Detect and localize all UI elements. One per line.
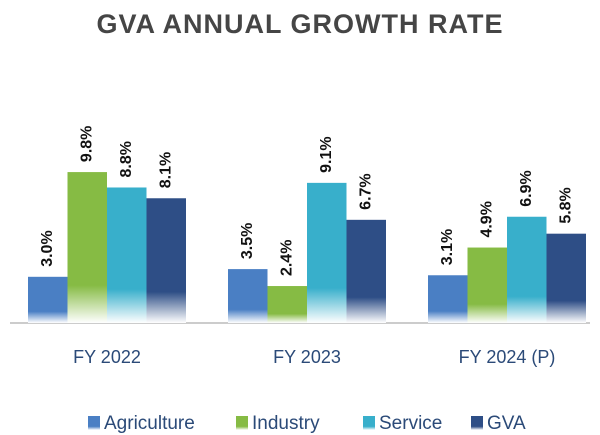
legend-label: Service [379,413,442,434]
legend-swatch [363,416,375,430]
value-label: 2.4% [278,240,295,276]
bar [467,247,507,323]
value-label: 3.0% [39,230,56,266]
x-tick-label: FY 2024 (P) [459,347,556,367]
x-tick-label: FY 2022 [73,347,141,367]
bar [228,269,268,323]
bar [146,198,186,323]
value-label: 8.8% [118,141,135,177]
value-label: 4.9% [478,201,495,237]
legend-swatch [88,416,100,430]
bar [307,182,347,323]
legend-swatch [236,416,248,430]
x-tick-label: FY 2023 [273,347,341,367]
chart-title: GVA ANNUAL GROWTH RATE [97,9,504,39]
bar [28,276,68,323]
value-label: 9.1% [318,136,335,172]
value-label: 5.8% [557,187,574,223]
value-label: 3.5% [239,223,256,259]
bar [428,275,468,323]
bar [67,172,107,323]
bar [107,187,147,323]
legend-label: Industry [252,413,320,434]
legend-label: GVA [487,413,526,434]
value-label: 9.8% [78,126,95,162]
value-label: 6.9% [518,170,535,206]
value-label: 8.1% [157,152,174,188]
bar [546,233,586,323]
value-label: 3.1% [439,229,456,265]
bar [346,219,386,323]
legend-label: Agriculture [104,413,195,434]
legend-swatch [471,416,483,430]
value-label: 6.7% [357,173,374,209]
bar [507,216,547,323]
bar [267,286,307,323]
